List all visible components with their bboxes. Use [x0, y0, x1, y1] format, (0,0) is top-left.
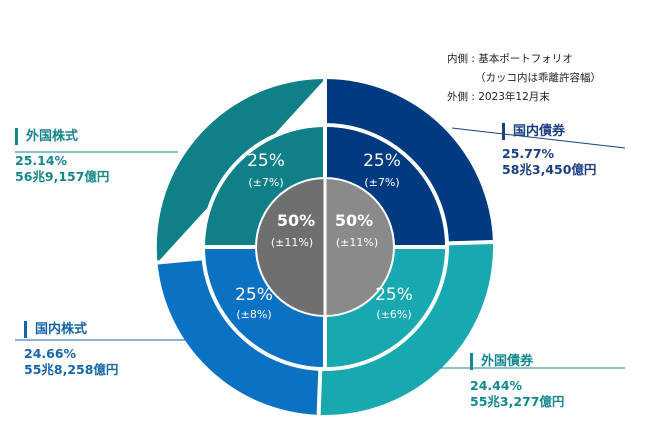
inner-domestic-bonds-band: (±7%)	[364, 176, 399, 189]
callout-foreign-stocks-amount: 56兆9,157億円	[15, 169, 110, 184]
legend-inner-sub: （カッコ内は乖離許容幅）	[475, 72, 601, 84]
legend-inner-label: 内側 : 基本ポートフォリオ	[447, 53, 573, 65]
callout-domestic-bonds-amount: 58兆3,450億円	[502, 162, 597, 177]
callout-foreign-bonds-amount: 55兆3,277億円	[470, 394, 565, 409]
callout-domestic-stocks-pct: 24.66%	[24, 346, 77, 361]
legend-outer-label: 外側 : 2023年12月末	[447, 91, 550, 103]
inner-foreign-stocks-band: (±7%)	[248, 176, 283, 189]
callout-foreign-stocks-pct: 25.14%	[15, 153, 68, 168]
center-left-band: (±11%)	[271, 236, 313, 249]
callout-domestic-bonds: 国内債券 25.77% 58兆3,450億円	[502, 120, 596, 178]
callout-foreign-stocks-name: 外国株式	[15, 128, 78, 145]
callout-domestic-stocks-amount: 55兆8,258億円	[24, 362, 119, 377]
callout-domestic-stocks: 国内株式 24.66% 55兆8,258億円	[24, 318, 118, 378]
callout-domestic-stocks-name: 国内株式	[24, 321, 87, 338]
callout-domestic-bonds-pct: 25.77%	[502, 146, 555, 161]
legend-note: 内側 : 基本ポートフォリオ （カッコ内は乖離許容幅） 外側 : 2023年12…	[447, 50, 601, 107]
inner-foreign-stocks-value: 25%	[247, 151, 285, 171]
callout-foreign-bonds-pct: 24.44%	[470, 378, 523, 393]
callout-foreign-stocks: 外国株式 25.14% 56兆9,157億円	[15, 125, 109, 185]
inner-domestic-bonds-value: 25%	[363, 151, 401, 171]
center-right-band: (±11%)	[336, 236, 378, 249]
inner-foreign-bonds-band: (±6%)	[376, 308, 411, 321]
inner-foreign-bonds-value: 25%	[375, 285, 413, 305]
callout-foreign-bonds-name: 外国債券	[470, 353, 533, 370]
inner-domestic-stocks-band: (±8%)	[236, 308, 271, 321]
center-right	[325, 179, 393, 315]
center-left	[257, 179, 325, 315]
callout-domestic-bonds-name: 国内債券	[502, 123, 565, 140]
center-right-value: 50%	[335, 211, 373, 230]
inner-domestic-stocks-value: 25%	[235, 285, 273, 305]
callout-foreign-bonds: 外国債券 24.44% 55兆3,277億円	[470, 350, 564, 410]
center-left-value: 50%	[277, 211, 315, 230]
